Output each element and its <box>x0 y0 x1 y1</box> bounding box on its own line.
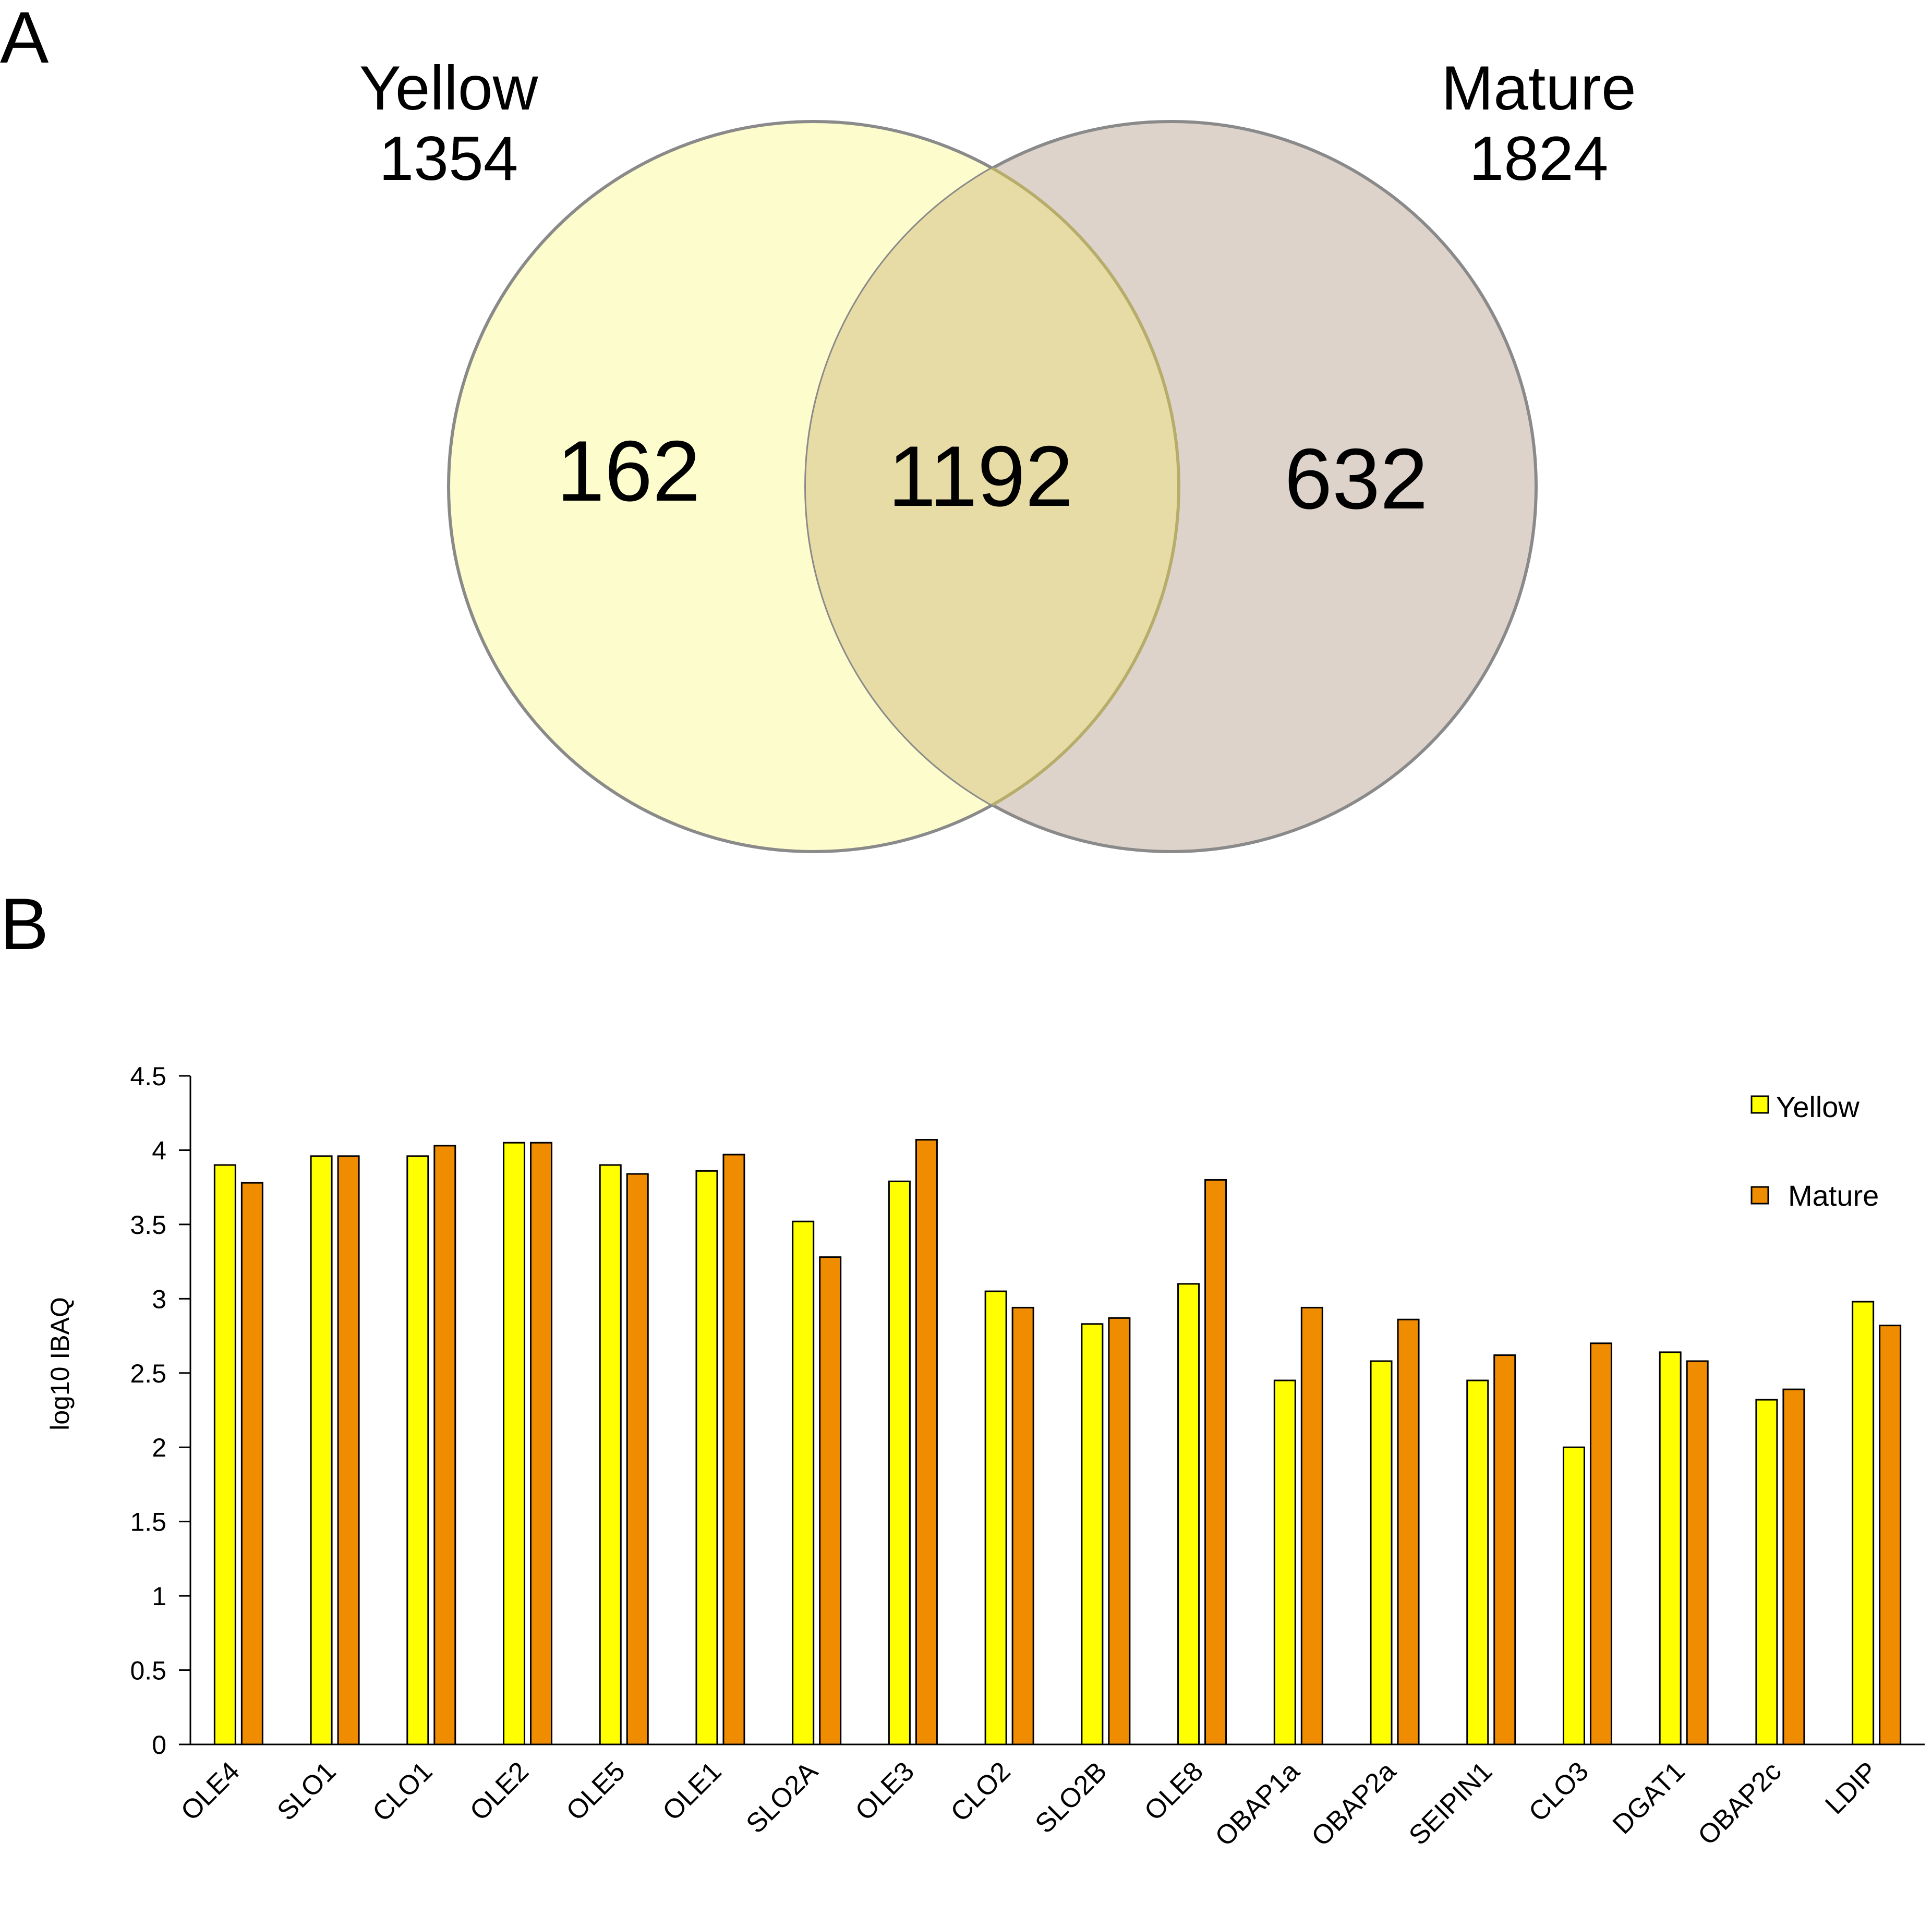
bar-mature-clo2 <box>1011 1306 1034 1745</box>
x-tick-label-clo1: CLO1 <box>367 1756 438 1827</box>
x-tick-label-clo2: CLO2 <box>945 1756 1017 1827</box>
bar-yellow-slo1 <box>310 1155 333 1745</box>
bar-mature-clo1 <box>433 1145 456 1745</box>
panel-b-label: B <box>0 883 49 965</box>
venn-yellow-total: 1354 <box>379 124 518 193</box>
bar-yellow-obap2a <box>1370 1360 1393 1745</box>
bar-yellow-slo2a <box>792 1220 815 1745</box>
legend: Yellow Mature <box>1750 1090 1879 1212</box>
y-tick-label: 2 <box>152 1433 166 1462</box>
bar-mature-ole4 <box>240 1182 263 1745</box>
bar-yellow-clo2 <box>984 1290 1007 1745</box>
venn-yellow-only-count: 162 <box>557 423 700 519</box>
venn-intersection-count: 1192 <box>888 428 1073 524</box>
bar-mature-obap2a <box>1397 1318 1420 1745</box>
bar-mature-ldip <box>1879 1325 1902 1745</box>
bars <box>213 1139 1902 1745</box>
bar-yellow-ole4 <box>213 1164 236 1745</box>
y-axis: 0 0.5 1 1.5 2 2.5 3 3.5 4 4.5 <box>130 1062 191 1760</box>
bar-mature-slo2a <box>819 1256 842 1745</box>
venn-yellow-name: Yellow <box>359 53 538 123</box>
x-tick-label-ole5: OLE5 <box>561 1756 631 1826</box>
bar-yellow-ole1 <box>695 1170 718 1745</box>
y-tick-label: 3 <box>152 1284 166 1314</box>
x-tick-label-obap1a: OBAP1a <box>1210 1756 1306 1852</box>
x-tick-label-ole1: OLE1 <box>657 1756 727 1826</box>
bar-yellow-dgat1 <box>1659 1351 1682 1745</box>
y-tick-label: 4 <box>152 1136 166 1165</box>
y-tick-label: 3.5 <box>130 1210 166 1240</box>
legend-swatch-yellow <box>1750 1095 1769 1114</box>
bar-yellow-obap1a <box>1273 1379 1296 1745</box>
bar-mature-ole2 <box>530 1142 553 1745</box>
x-tick-label-ldip: LDIP <box>1819 1756 1883 1820</box>
bar-mature-seipin1 <box>1493 1354 1516 1745</box>
x-tick-label-obap2c: OBAP2c <box>1692 1756 1787 1851</box>
x-tick-label-slo2a: SLO2A <box>741 1756 824 1839</box>
venn-overlap <box>806 122 1179 852</box>
bar-mature-slo2b <box>1108 1317 1131 1745</box>
x-tick-label-seipin1: SEIPIN1 <box>1403 1756 1498 1851</box>
y-axis-title: log10 IBAQ <box>45 1297 75 1430</box>
bar-yellow-seipin1 <box>1466 1379 1489 1745</box>
venn-mature-total: 1824 <box>1469 124 1609 193</box>
legend-swatch-mature <box>1750 1186 1769 1205</box>
bar-yellow-ldip <box>1852 1301 1875 1745</box>
bar-mature-ole5 <box>626 1173 649 1745</box>
y-tick-label: 1 <box>152 1582 166 1611</box>
x-tick-label-ole4: OLE4 <box>175 1756 246 1826</box>
venn-mature-only-count: 632 <box>1284 431 1428 527</box>
bar-yellow-ole3 <box>888 1180 911 1745</box>
bar-mature-dgat1 <box>1686 1360 1709 1745</box>
legend-label-mature: Mature <box>1788 1179 1879 1212</box>
bar-mature-clo3 <box>1589 1342 1612 1745</box>
bar-yellow-obap2c <box>1755 1399 1778 1745</box>
bar-yellow-slo2b <box>1081 1323 1104 1745</box>
y-tick-label: 0.5 <box>130 1656 166 1685</box>
x-tick-label-clo3: CLO3 <box>1523 1756 1595 1827</box>
bar-mature-slo1 <box>337 1155 360 1745</box>
x-tick-label-slo2b: SLO2B <box>1030 1756 1113 1839</box>
venn-panel: A Yellow 1354 Mature 1824 162 1192 632 <box>0 0 1636 853</box>
venn-mature-name: Mature <box>1441 53 1636 123</box>
bar-mature-obap1a <box>1300 1306 1323 1745</box>
bar-mature-obap2c <box>1782 1388 1805 1745</box>
y-tick-label: 1.5 <box>130 1508 166 1537</box>
bar-yellow-clo1 <box>406 1155 429 1745</box>
bar-mature-ole1 <box>722 1154 745 1745</box>
bar-chart-panel: B log10 IBAQ 0 0.5 1 1.5 2 2.5 3 3.5 4 4.5 OLE4 SL… <box>0 883 1925 1852</box>
bar-yellow-ole5 <box>599 1164 622 1745</box>
x-tick-labels: OLE4 SLO1 CLO1 OLE2 OLE5 OLE1 SLO2A OLE3 CLO2 SLO… <box>175 1756 1883 1852</box>
bar-yellow-ole8 <box>1177 1283 1200 1745</box>
y-tick-label: 0 <box>152 1730 166 1760</box>
x-tick-label-obap2a: OBAP2a <box>1306 1756 1402 1852</box>
x-tick-label-dgat1: DGAT1 <box>1607 1756 1691 1840</box>
y-tick-label: 4.5 <box>130 1062 166 1091</box>
legend-label-yellow: Yellow <box>1776 1090 1859 1123</box>
x-tick-label-slo1: SLO1 <box>272 1756 342 1826</box>
x-tick-label-ole8: OLE8 <box>1139 1756 1209 1826</box>
bar-yellow-ole2 <box>503 1142 526 1745</box>
x-tick-label-ole2: OLE2 <box>464 1756 535 1826</box>
bar-mature-ole3 <box>915 1139 938 1745</box>
x-tick-label-ole3: OLE3 <box>850 1756 920 1826</box>
panel-a-label: A <box>0 0 49 78</box>
y-tick-label: 2.5 <box>130 1359 166 1388</box>
venn-overlap-outline-left <box>806 122 1180 852</box>
bar-mature-ole8 <box>1204 1179 1227 1745</box>
bar-yellow-clo3 <box>1562 1446 1585 1745</box>
